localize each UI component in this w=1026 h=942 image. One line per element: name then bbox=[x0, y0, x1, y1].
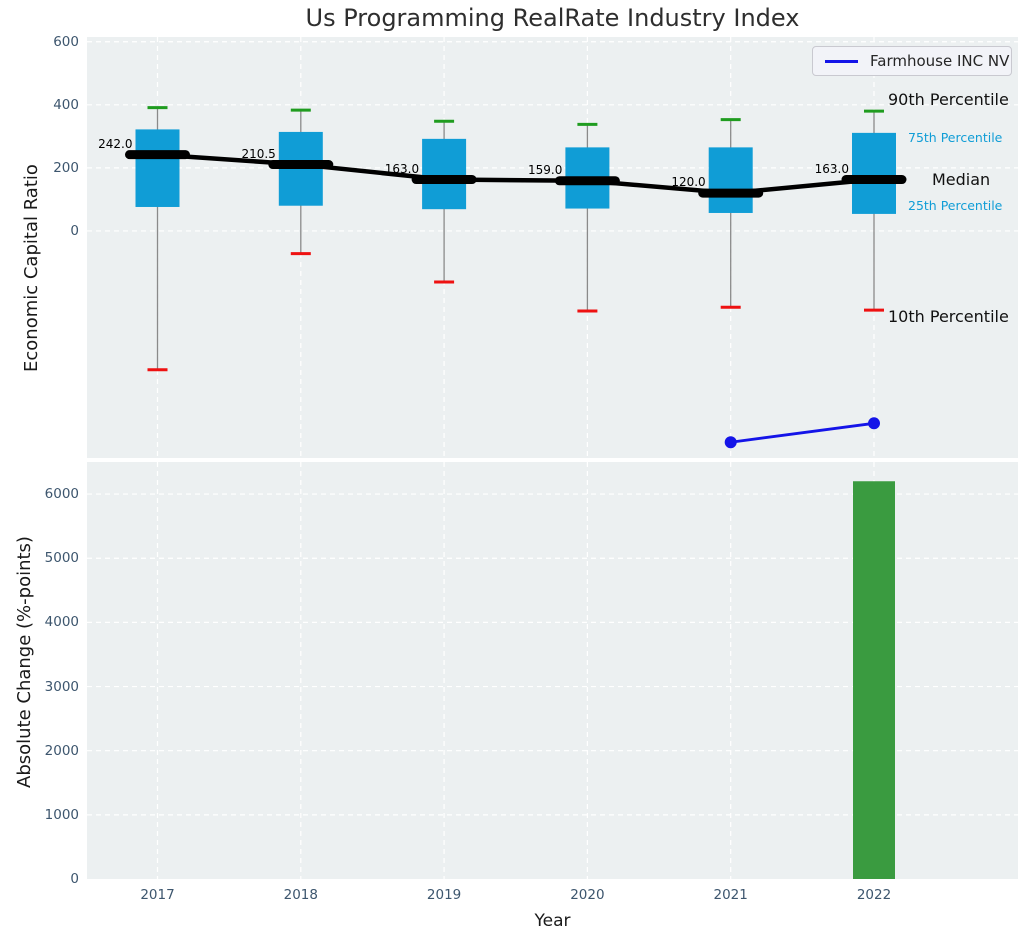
box-2017 bbox=[135, 129, 180, 207]
ytick-bottom: 2000 bbox=[44, 742, 79, 759]
ytick-bottom: 5000 bbox=[44, 550, 79, 567]
ytick-bottom: 4000 bbox=[44, 614, 79, 631]
box-2022 bbox=[852, 132, 896, 214]
ytick-top: 0 bbox=[70, 222, 79, 239]
xtick-year: 2022 bbox=[856, 887, 892, 903]
xtick-year: 2020 bbox=[570, 887, 605, 903]
ytick-bottom: 3000 bbox=[44, 678, 79, 695]
median-value-label: 242.0 bbox=[98, 136, 133, 151]
company-line bbox=[730, 421, 875, 444]
top-y-axis-label: Economic Capital Ratio bbox=[21, 164, 42, 372]
xtick-year: 2019 bbox=[426, 887, 462, 903]
annotation-90th-percentile: 90th Percentile bbox=[888, 90, 1009, 110]
ytick-bottom: 6000 bbox=[44, 486, 79, 503]
xtick-year: 2018 bbox=[283, 887, 318, 903]
box-chart-canvas bbox=[87, 37, 1018, 458]
median-value-label: 210.5 bbox=[241, 146, 276, 161]
ytick-bottom: 0 bbox=[70, 871, 79, 887]
top-plot-background bbox=[87, 37, 1018, 458]
box-2021 bbox=[708, 147, 753, 213]
ytick-bottom: 1000 bbox=[44, 806, 79, 823]
ytick-top: 400 bbox=[53, 96, 79, 113]
median-value-label: 163.0 bbox=[814, 161, 849, 176]
bar-2022 bbox=[853, 481, 895, 879]
median-value-label: 159.0 bbox=[528, 162, 563, 177]
company-line-point bbox=[868, 417, 880, 430]
legend-line-sample bbox=[825, 59, 858, 63]
median-value-label: 163.0 bbox=[384, 161, 420, 176]
legend-label: Farmhouse INC NV bbox=[870, 52, 1010, 70]
annotation-10th-percentile: 10th Percentile bbox=[888, 307, 1009, 327]
bar-chart-canvas bbox=[87, 462, 1018, 879]
x-axis-label: Year bbox=[534, 911, 571, 931]
company-line-point bbox=[724, 436, 737, 449]
annotation-25th-percentile: 25th Percentile bbox=[908, 197, 1003, 213]
legend: Farmhouse INC NV bbox=[812, 46, 1012, 76]
xtick-year: 2017 bbox=[140, 887, 175, 903]
box-2019 bbox=[422, 138, 467, 210]
median-value-label: 120.0 bbox=[671, 175, 706, 190]
annotation-75th-percentile: 75th Percentile bbox=[908, 129, 1003, 145]
annotation-median: Median bbox=[932, 169, 991, 189]
chart-title: Us Programming RealRate Industry Index bbox=[305, 4, 800, 32]
ytick-top: 200 bbox=[53, 159, 79, 176]
xtick-year: 2021 bbox=[713, 887, 748, 903]
ytick-top: 600 bbox=[53, 33, 79, 50]
